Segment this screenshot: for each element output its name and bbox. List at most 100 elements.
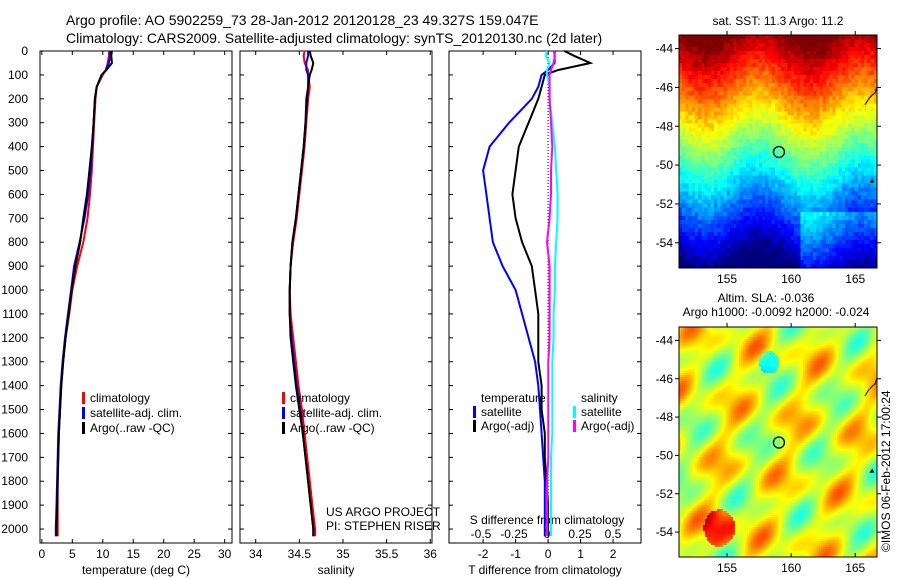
- depth-tick-label: 1600: [1, 426, 28, 440]
- salinity-xtick-label: 35: [336, 547, 350, 561]
- depth-tick-label: 700: [8, 211, 28, 225]
- legend-label: climatology: [290, 391, 350, 405]
- series-line-t-argo-adj-: [511, 50, 594, 537]
- difference-xtick-label: -2: [478, 547, 489, 561]
- s-diff-tick-label: -0.5: [471, 527, 492, 541]
- sla-map-frame: [678, 326, 878, 558]
- salinity-xtick-label: 36: [424, 547, 438, 561]
- coastline-icon: [864, 86, 878, 106]
- depth-tick-label: 800: [8, 235, 28, 249]
- sst-lat-tick-label: -48: [656, 119, 674, 133]
- series-line-argo-raw-qc-: [288, 50, 315, 537]
- salinity-xtick-label: 34: [249, 547, 263, 561]
- salinity-xlabel: salinity: [318, 563, 355, 577]
- difference-xtick-label: -1: [510, 547, 521, 561]
- legend-swatch: [282, 407, 285, 419]
- argo-position-marker: [772, 145, 786, 159]
- legend-label: satellite-adj. clim.: [290, 406, 382, 420]
- depth-tick-label: 2000: [1, 522, 28, 536]
- island-icon: [869, 468, 875, 473]
- sla-lat-tick-label: -54: [656, 525, 674, 539]
- figure-title-line2: Climatology: CARS2009. Satellite-adjuste…: [66, 30, 602, 46]
- series-line-t-satellite: [482, 51, 556, 537]
- legend-title-salinity: salinity: [581, 391, 618, 405]
- depth-tick-label: 1700: [1, 450, 28, 464]
- sla-map-image: [679, 327, 877, 557]
- depth-tick-label: 1300: [1, 355, 28, 369]
- temperature-xtick-label: 0: [38, 547, 45, 561]
- legend-label: climatology: [90, 391, 150, 405]
- sst-map-frame: [678, 34, 878, 269]
- sla-lat-tick-label: -46: [656, 372, 674, 386]
- series-line-climatology: [288, 50, 317, 537]
- salinity-xtick-label: 35.5: [375, 547, 399, 561]
- sst-map-image: [679, 35, 877, 268]
- depth-tick-label: 1800: [1, 474, 28, 488]
- sla-lat-tick-label: -50: [656, 448, 674, 462]
- sst-lat-tick-label: -54: [656, 236, 674, 250]
- series-line-s-satellite: [544, 50, 559, 537]
- figure-title-line1: Argo profile: AO 5902259_73 28-Jan-2012 …: [66, 12, 539, 28]
- legend-label: satellite: [581, 405, 622, 419]
- s-diff-tick-label: 0.25: [568, 527, 592, 541]
- depth-tick-label: 200: [8, 92, 28, 106]
- temperature-xtick-label: 25: [188, 547, 202, 561]
- depth-tick-label: 0: [21, 44, 28, 58]
- s-diff-tick-label: -0.25: [500, 527, 528, 541]
- depth-tick-label: 1900: [1, 498, 28, 512]
- depth-tick-label: 1400: [1, 379, 28, 393]
- s-diff-tick-label: 0.5: [605, 527, 622, 541]
- sla-lon-tick-label: 165: [845, 561, 865, 575]
- difference-xtick-label: 1: [577, 547, 584, 561]
- depth-tick-label: 1200: [1, 331, 28, 345]
- legend-swatch: [282, 392, 285, 404]
- depth-tick-label: 500: [8, 164, 28, 178]
- legend-label: satellite: [481, 405, 522, 419]
- credit-text: ©IMOS 06-Feb-2012 17:00:24: [879, 390, 893, 552]
- legend-label: Argo(..raw -QC): [90, 421, 175, 435]
- depth-tick-label: 300: [8, 116, 28, 130]
- depth-tick-label: 400: [8, 140, 28, 154]
- series-line-climatology: [56, 51, 110, 537]
- legend-label: satellite-adj. clim.: [90, 406, 182, 420]
- sla-lat-tick-label: -48: [656, 410, 674, 424]
- depth-tick-label: 900: [8, 259, 28, 273]
- sla-map-subtitle: Argo h1000: -0.0092 h2000: -0.024: [683, 305, 870, 319]
- series-line-satellite-adj-clim-: [288, 51, 315, 537]
- sst-lat-tick-label: -46: [656, 80, 674, 94]
- sst-lat-tick-label: -50: [656, 158, 674, 172]
- temperature-axes-box: [39, 50, 233, 544]
- coastline-icon: [864, 377, 878, 397]
- sst-lon-tick-label: 160: [781, 272, 801, 286]
- legend-swatch: [573, 406, 576, 418]
- legend-label: Argo(-adj): [581, 419, 634, 433]
- sst-lat-tick-label: -44: [656, 42, 674, 56]
- temperature-xtick-label: 5: [69, 547, 76, 561]
- argo-position-marker: [772, 436, 786, 449]
- legend-swatch: [82, 407, 85, 419]
- sla-lon-tick-label: 155: [717, 561, 737, 575]
- temperature-xtick-label: 20: [157, 547, 171, 561]
- difference-xtick-label: 0: [545, 547, 552, 561]
- legend-swatch: [82, 392, 85, 404]
- depth-tick-label: 1500: [1, 403, 28, 417]
- difference-xlabel: T difference from climatology: [468, 563, 622, 577]
- difference-axes-box: [448, 50, 642, 544]
- sla-lat-tick-label: -44: [656, 333, 674, 347]
- legend-swatch: [473, 406, 476, 418]
- depth-tick-label: 1100: [2, 307, 28, 321]
- island-icon: [869, 178, 875, 183]
- series-line-argo-raw-qc-: [55, 50, 113, 537]
- salinity-axes-box: [239, 50, 433, 544]
- depth-tick-label: 1000: [1, 283, 28, 297]
- temperature-xtick-label: 10: [96, 547, 110, 561]
- legend-label: Argo(-adj): [481, 419, 534, 433]
- legend-swatch: [282, 422, 285, 434]
- difference-xtick-label: 2: [610, 547, 617, 561]
- legend-swatch: [573, 420, 576, 432]
- sst-lon-tick-label: 165: [845, 272, 865, 286]
- sla-map-title: Altim. SLA: -0.036: [718, 291, 815, 305]
- series-line-satellite-adj-clim-: [54, 51, 112, 537]
- temperature-xtick-label: 30: [218, 547, 232, 561]
